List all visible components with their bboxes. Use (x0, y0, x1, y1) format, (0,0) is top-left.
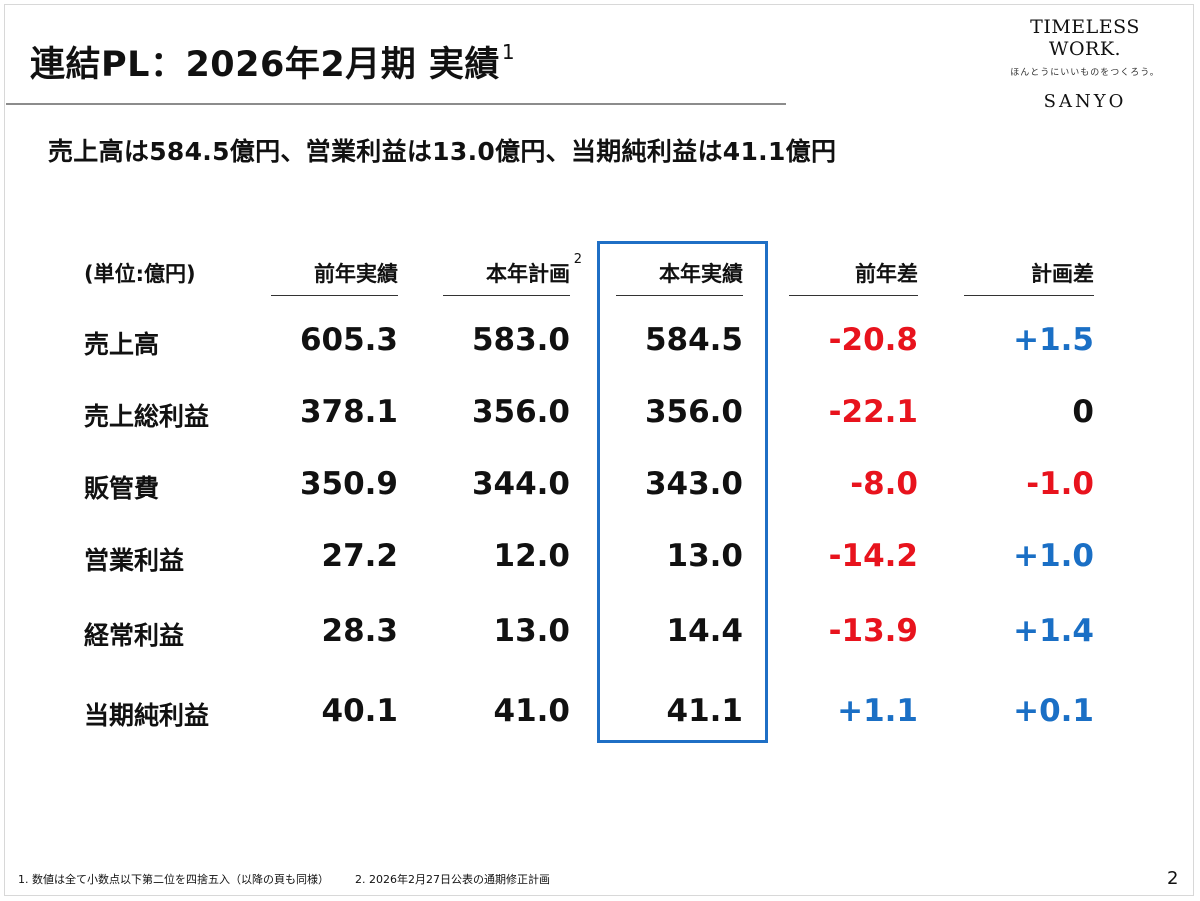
column-header-underline (443, 294, 570, 296)
column-header-label: 本年実績 (659, 262, 743, 286)
row-label: 営業利益 (84, 546, 185, 575)
table-cell: +1.1 (837, 693, 918, 729)
brand-tagline: TIMELESS WORK. (1030, 16, 1140, 60)
table-cell: 41.1 (666, 693, 744, 729)
column-header: 本年実績 (616, 258, 743, 296)
slide-title-text: 連結PL：2026年2月期 実績 (30, 45, 500, 85)
row-label: 売上高 (84, 330, 160, 359)
table-cell: 41.0 (493, 693, 571, 729)
column-header-label: 本年計画 (486, 262, 570, 286)
table-cell: +1.5 (1013, 322, 1094, 358)
slide-frame (4, 4, 1194, 896)
column-header: 本年計画 2 (443, 252, 582, 296)
row-label: 経常利益 (84, 621, 185, 650)
row-label: 売上総利益 (84, 402, 210, 431)
unit-label: (単位:億円) (84, 262, 196, 286)
brand-subline: ほんとうにいいものをつくろう。 (1010, 68, 1160, 78)
table-cell: 14.4 (666, 613, 744, 649)
table-cell: 605.3 (299, 322, 398, 358)
table-cell: 28.3 (321, 613, 399, 649)
column-header: 前年実績 (271, 258, 398, 296)
table-cell: 356.0 (471, 394, 570, 430)
table-cell: -14.2 (828, 538, 918, 574)
table-cell: 344.0 (471, 466, 570, 502)
table-cell: 583.0 (471, 322, 570, 358)
title-underline (6, 103, 786, 105)
table-cell: 27.2 (321, 538, 399, 574)
column-header-footnote-ref: 2 (573, 252, 582, 267)
column-header-label: 前年差 (855, 262, 918, 286)
column-header-underline (789, 294, 918, 296)
table-cell: 0 (1072, 394, 1094, 430)
table-cell: 343.0 (644, 466, 743, 502)
row-label: 販管費 (84, 474, 160, 503)
table-cell: -8.0 (850, 466, 918, 502)
brand-logo: SANYO (1043, 91, 1127, 112)
table-cell: +0.1 (1013, 693, 1094, 729)
table-cell: -22.1 (828, 394, 918, 430)
page-number: 2 (1167, 868, 1179, 889)
column-header-underline (616, 294, 743, 296)
column-header-underline (271, 294, 398, 296)
footnote-1: 1. 数値は全て小数点以下第二位を四捨五入（以降の頁も同様） (18, 873, 329, 886)
brand-logo-block: TIMELESS WORK. ほんとうにいいものをつくろう。 SANYO (1010, 16, 1160, 112)
table-cell: +1.4 (1013, 613, 1094, 649)
table-cell: 12.0 (493, 538, 571, 574)
table-cell: +1.0 (1013, 538, 1094, 574)
column-header: 前年差 (789, 258, 918, 296)
footnote-2: 2. 2026年2月27日公表の通期修正計画 (355, 873, 550, 886)
table-cell: 40.1 (321, 693, 399, 729)
table-cell: 584.5 (644, 322, 743, 358)
headline: 売上高は584.5億円、営業利益は13.0億円、当期純利益は41.1億円 (48, 137, 837, 166)
column-header: 計画差 (964, 258, 1094, 296)
column-header-label: 前年実績 (314, 262, 398, 286)
current-actual-highlight-box (597, 241, 768, 743)
table-cell: 350.9 (299, 466, 398, 502)
slide-title: 連結PL：2026年2月期 実績 1 (30, 36, 515, 87)
table-cell: -13.9 (828, 613, 918, 649)
table-cell: -1.0 (1026, 466, 1094, 502)
table-cell: 378.1 (299, 394, 398, 430)
column-header-underline (964, 294, 1094, 296)
title-footnote-ref: 1 (501, 40, 516, 65)
footnotes: 1. 数値は全て小数点以下第二位を四捨五入（以降の頁も同様） 2. 2026年2月… (18, 871, 550, 887)
table-cell: -20.8 (828, 322, 918, 358)
column-header-label: 計画差 (1031, 262, 1094, 286)
table-cell: 13.0 (666, 538, 744, 574)
table-cell: 13.0 (493, 613, 571, 649)
table-cell: 356.0 (644, 394, 743, 430)
row-label: 当期純利益 (84, 701, 210, 730)
